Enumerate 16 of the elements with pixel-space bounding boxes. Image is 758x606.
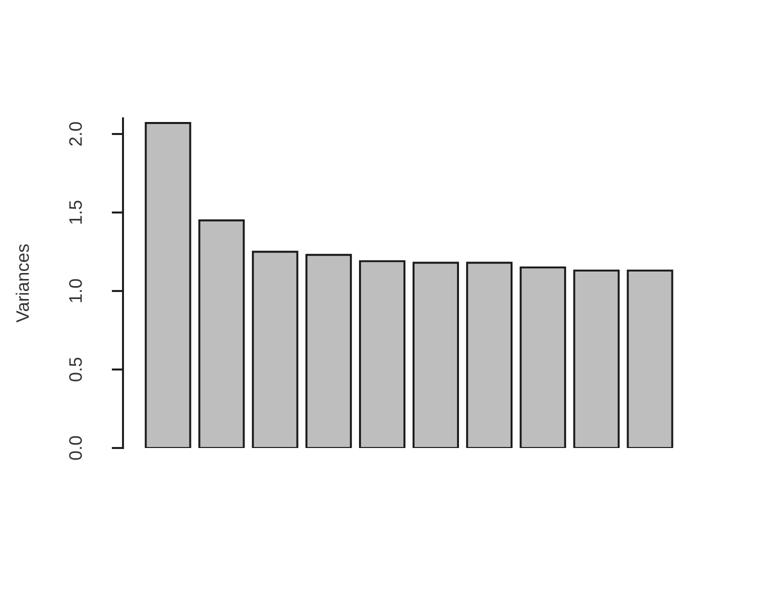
- bar: [626, 270, 674, 448]
- bar: [198, 219, 245, 448]
- bar: [520, 266, 566, 448]
- bar: [144, 122, 192, 448]
- y-tick-label: 1.5: [69, 200, 82, 224]
- bar: [573, 270, 620, 448]
- bar: [252, 250, 298, 448]
- y-tick-label: 0.0: [69, 436, 82, 460]
- bar: [305, 254, 352, 448]
- bar: [412, 262, 459, 448]
- y-axis-title: Variances: [16, 244, 29, 323]
- y-tick-label: 0.5: [69, 358, 82, 382]
- y-tick-label: 2.0: [69, 122, 82, 146]
- bar: [466, 262, 513, 448]
- bar: [359, 260, 406, 448]
- y-tick-label: 1.0: [69, 279, 82, 302]
